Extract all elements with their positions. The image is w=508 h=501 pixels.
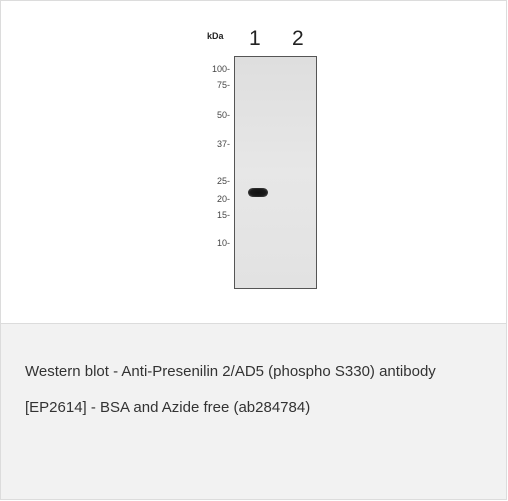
blot-membrane	[234, 56, 317, 289]
lane-2-label: 2	[292, 28, 304, 49]
figure-caption: Western blot - Anti-Presenilin 2/AD5 (ph…	[25, 354, 465, 426]
kda-label: kDa	[207, 32, 224, 41]
membrane-background	[235, 57, 316, 288]
marker-100: 100-	[190, 65, 230, 74]
lane-1-label: 1	[249, 28, 261, 49]
western-blot-image[interactable]: kDa 1 2 100- 75- 50- 37- 25- 20- 15- 10-	[1, 1, 506, 324]
marker-20: 20-	[190, 195, 230, 204]
marker-25: 25-	[190, 177, 230, 186]
marker-15: 15-	[190, 211, 230, 220]
marker-10: 10-	[190, 239, 230, 248]
caption-panel: Western blot - Anti-Presenilin 2/AD5 (ph…	[1, 324, 506, 500]
marker-50: 50-	[190, 111, 230, 120]
marker-37: 37-	[190, 140, 230, 149]
marker-75: 75-	[190, 81, 230, 90]
protein-band-lane-1	[248, 188, 268, 197]
